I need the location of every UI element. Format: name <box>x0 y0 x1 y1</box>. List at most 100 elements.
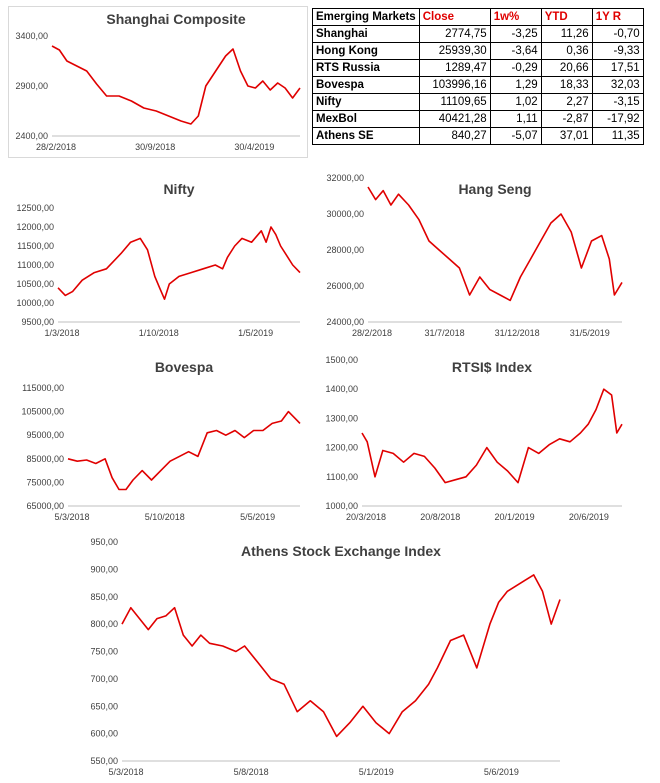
cell-1w: 1,11 <box>489 110 542 128</box>
x-tick-label: 5/8/2018 <box>234 767 269 777</box>
rtsi-index-chart-svg: RTSI$ Index 1500,00 1400,00 1300,00 1200,00 1… <box>325 355 623 522</box>
cell-close: 2774,75 <box>418 25 491 43</box>
row-name: Bovespa <box>312 76 420 94</box>
cell-1w: 1,02 <box>489 93 542 111</box>
table-row: Athens SE 840,27 -5,07 37,01 11,35 <box>312 127 644 145</box>
athens-chart-title: Athens Stock Exchange Index <box>241 543 441 559</box>
hangseng-chart-title: Hang Seng <box>458 181 531 197</box>
x-tick-label: 5/6/2019 <box>484 767 519 777</box>
y-tick-label: 2900,00 <box>15 81 48 91</box>
cell-1yr: 11,35 <box>591 127 644 145</box>
nifty-chart: Nifty 12500,00 12000,00 11500,00 11000,00 105… <box>0 170 310 350</box>
x-tick-label: 28/2/2018 <box>352 328 392 338</box>
cell-close: 840,27 <box>418 127 491 145</box>
y-tick-label: 75000,00 <box>26 477 64 487</box>
x-tick-label: 1/3/2018 <box>44 328 79 338</box>
hang-seng-chart: Hang Seng 32000,00 30000,00 28000,00 26000,0… <box>310 170 640 350</box>
shanghai-composite-chart: Shanghai Composite 3400,00 2900,00 2400,00 2… <box>8 6 308 158</box>
x-tick-label: 5/3/2018 <box>108 767 143 777</box>
bovespa-chart-title: Bovespa <box>155 359 214 375</box>
y-tick-label: 11500,00 <box>17 241 54 251</box>
y-tick-label: 30000,00 <box>326 209 364 219</box>
hang-seng-chart-svg: Hang Seng 32000,00 30000,00 28000,00 26000,0… <box>326 173 623 338</box>
y-tick-label: 1400,00 <box>325 384 358 394</box>
cell-ytd: 18,33 <box>540 76 593 94</box>
x-tick-label: 30/9/2018 <box>135 142 175 152</box>
y-tick-label: 950,00 <box>90 537 118 547</box>
cell-close: 11109,65 <box>418 93 491 111</box>
y-tick-label: 1500,00 <box>325 355 358 365</box>
cell-ytd: 2,27 <box>540 93 593 111</box>
x-tick-label: 20/1/2019 <box>495 512 535 522</box>
table-header-row: Emerging Markets Close 1w% YTD 1Y R <box>312 8 644 26</box>
cell-ytd: 20,66 <box>540 59 593 77</box>
y-tick-label: 85000,00 <box>26 454 64 464</box>
rtsi-index-chart: RTSI$ Index 1500,00 1400,00 1300,00 1200,00 1… <box>310 352 640 530</box>
row-name: Athens SE <box>312 127 420 145</box>
x-tick-label: 1/5/2019 <box>238 328 273 338</box>
y-tick-label: 65000,00 <box>26 501 64 511</box>
shanghai-chart-svg: Shanghai Composite 3400,00 2900,00 2400,002… <box>15 11 301 152</box>
y-tick-label: 750,00 <box>90 647 118 657</box>
cell-1yr: 32,03 <box>591 76 644 94</box>
cell-1yr: -9,33 <box>591 42 644 60</box>
x-tick-label: 5/5/2019 <box>240 512 275 522</box>
y-tick-label: 115000,00 <box>22 383 64 393</box>
row-name: RTS Russia <box>312 59 420 77</box>
bovespa-chart-svg: Bovespa 115000,00 105000,00 95000,00 85000,0… <box>21 359 301 522</box>
y-tick-label: 2400,00 <box>15 131 48 141</box>
row-name: Nifty <box>312 93 420 111</box>
cell-close: 25939,30 <box>418 42 491 60</box>
y-tick-label: 9500,00 <box>21 317 54 327</box>
y-tick-label: 600,00 <box>90 729 118 739</box>
x-tick-label: 31/12/2018 <box>495 328 540 338</box>
x-tick-label: 5/1/2019 <box>359 767 394 777</box>
nifty-chart-svg: Nifty 12500,00 12000,00 11500,00 11000,00 105… <box>16 181 301 338</box>
table-row: Hong Kong 25939,30 -3,64 0,36 -9,33 <box>312 42 644 60</box>
x-tick-label: 31/7/2018 <box>425 328 465 338</box>
cell-1w: -0,29 <box>489 59 542 77</box>
y-tick-label: 1300,00 <box>325 413 358 423</box>
y-tick-label: 1100,00 <box>326 472 358 482</box>
athens-series-line <box>121 574 561 738</box>
cell-close: 103996,16 <box>418 76 491 94</box>
x-tick-label: 20/3/2018 <box>346 512 386 522</box>
header-ytd: YTD <box>540 8 593 26</box>
y-tick-label: 900,00 <box>90 564 118 574</box>
y-tick-label: 11000,00 <box>17 260 54 270</box>
y-tick-label: 32000,00 <box>326 173 364 183</box>
y-tick-label: 105000,00 <box>21 407 64 417</box>
y-tick-label: 700,00 <box>90 674 118 684</box>
bovespa-series-line <box>67 410 301 491</box>
y-tick-label: 10500,00 <box>16 279 54 289</box>
y-tick-label: 1200,00 <box>325 443 358 453</box>
y-tick-label: 850,00 <box>90 592 118 602</box>
y-tick-label: 24000,00 <box>326 317 364 327</box>
row-name: Hong Kong <box>312 42 420 60</box>
shanghai-series-line <box>51 45 301 125</box>
x-tick-label: 31/5/2019 <box>570 328 610 338</box>
header-close: Close <box>418 8 491 26</box>
cell-close: 40421,28 <box>418 110 491 128</box>
x-tick-label: 20/8/2018 <box>420 512 460 522</box>
table-row: Bovespa 103996,16 1,29 18,33 32,03 <box>312 76 644 94</box>
y-tick-label: 26000,00 <box>326 281 364 291</box>
header-1yr: 1Y R <box>591 8 644 26</box>
shanghai-chart-title: Shanghai Composite <box>106 11 245 27</box>
row-name: MexBol <box>312 110 420 128</box>
y-tick-label: 3400,00 <box>15 31 48 41</box>
cell-ytd: -2,87 <box>540 110 593 128</box>
bovespa-chart: Bovespa 115000,00 105000,00 95000,00 85000,0… <box>0 352 310 530</box>
y-tick-label: 12000,00 <box>16 222 54 232</box>
x-tick-label: 5/10/2018 <box>145 512 185 522</box>
rtsi-series-line <box>361 388 623 484</box>
y-tick-label: 1000,00 <box>325 501 358 511</box>
nifty-chart-title: Nifty <box>163 181 194 197</box>
cell-1w: -3,25 <box>489 25 542 43</box>
table-title: Emerging Markets <box>312 8 420 26</box>
cell-1w: -3,64 <box>489 42 542 60</box>
cell-1w: -5,07 <box>489 127 542 145</box>
row-name: Shanghai <box>312 25 420 43</box>
cell-1yr: -0,70 <box>591 25 644 43</box>
y-tick-label: 95000,00 <box>26 430 64 440</box>
